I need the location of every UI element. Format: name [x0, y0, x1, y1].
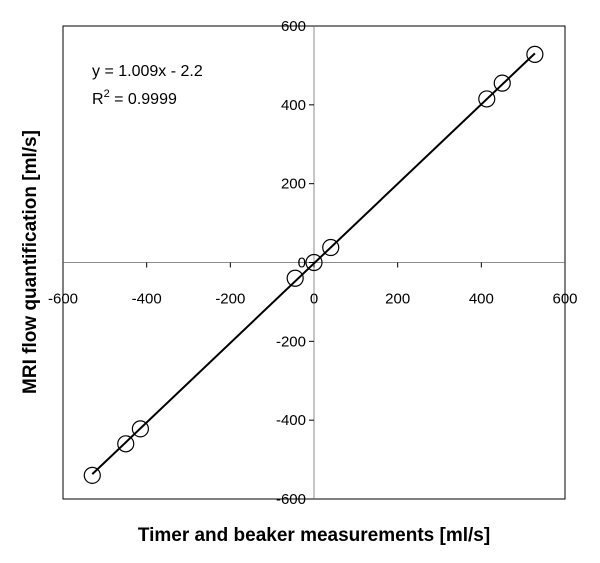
x-tick-label: 400: [469, 291, 494, 308]
x-tick-label: 200: [385, 291, 410, 308]
data-point: [526, 45, 544, 63]
y-tick-label: -600: [276, 491, 306, 508]
equation-label: y = 1.009x - 2.2: [92, 63, 203, 80]
data-points: [83, 45, 544, 484]
y-tick-label: -200: [276, 333, 306, 350]
x-tick-label: -400: [132, 291, 162, 308]
y-tick-label: 400: [281, 97, 306, 114]
r-squared-value: = 0.9999: [110, 91, 177, 108]
data-point: [117, 435, 135, 453]
tick-labels: -600 -400 -200 0 200 400 600 600 400 200 0 -200 -400…: [48, 18, 578, 508]
x-axis-title: Timer and beaker measurements [ml/s]: [138, 525, 490, 546]
data-point: [322, 238, 340, 257]
x-tick-label: 600: [552, 291, 577, 308]
x-tick-label: -600: [48, 291, 78, 308]
r-squared-superscript: 2: [104, 88, 110, 100]
y-tick-label: 600: [281, 18, 306, 35]
data-point: [286, 269, 304, 287]
x-tick-label: -200: [215, 291, 245, 308]
trendline: [91, 52, 536, 475]
data-point: [305, 253, 323, 272]
data-point: [478, 90, 496, 108]
trendline-group: [91, 52, 536, 475]
x-tick-label: 0: [310, 291, 318, 308]
data-point: [83, 466, 101, 484]
r-squared-prefix: R: [92, 91, 104, 108]
data-point: [131, 420, 149, 438]
y-tick-label: -400: [276, 412, 306, 429]
y-tick-label: 0: [298, 255, 306, 272]
r-squared-label: R2 = 0.9999: [92, 88, 177, 108]
y-tick-label: 200: [281, 176, 306, 193]
data-point: [493, 74, 511, 92]
y-axis-title: MRI flow quantification [ml/s]: [20, 130, 41, 394]
